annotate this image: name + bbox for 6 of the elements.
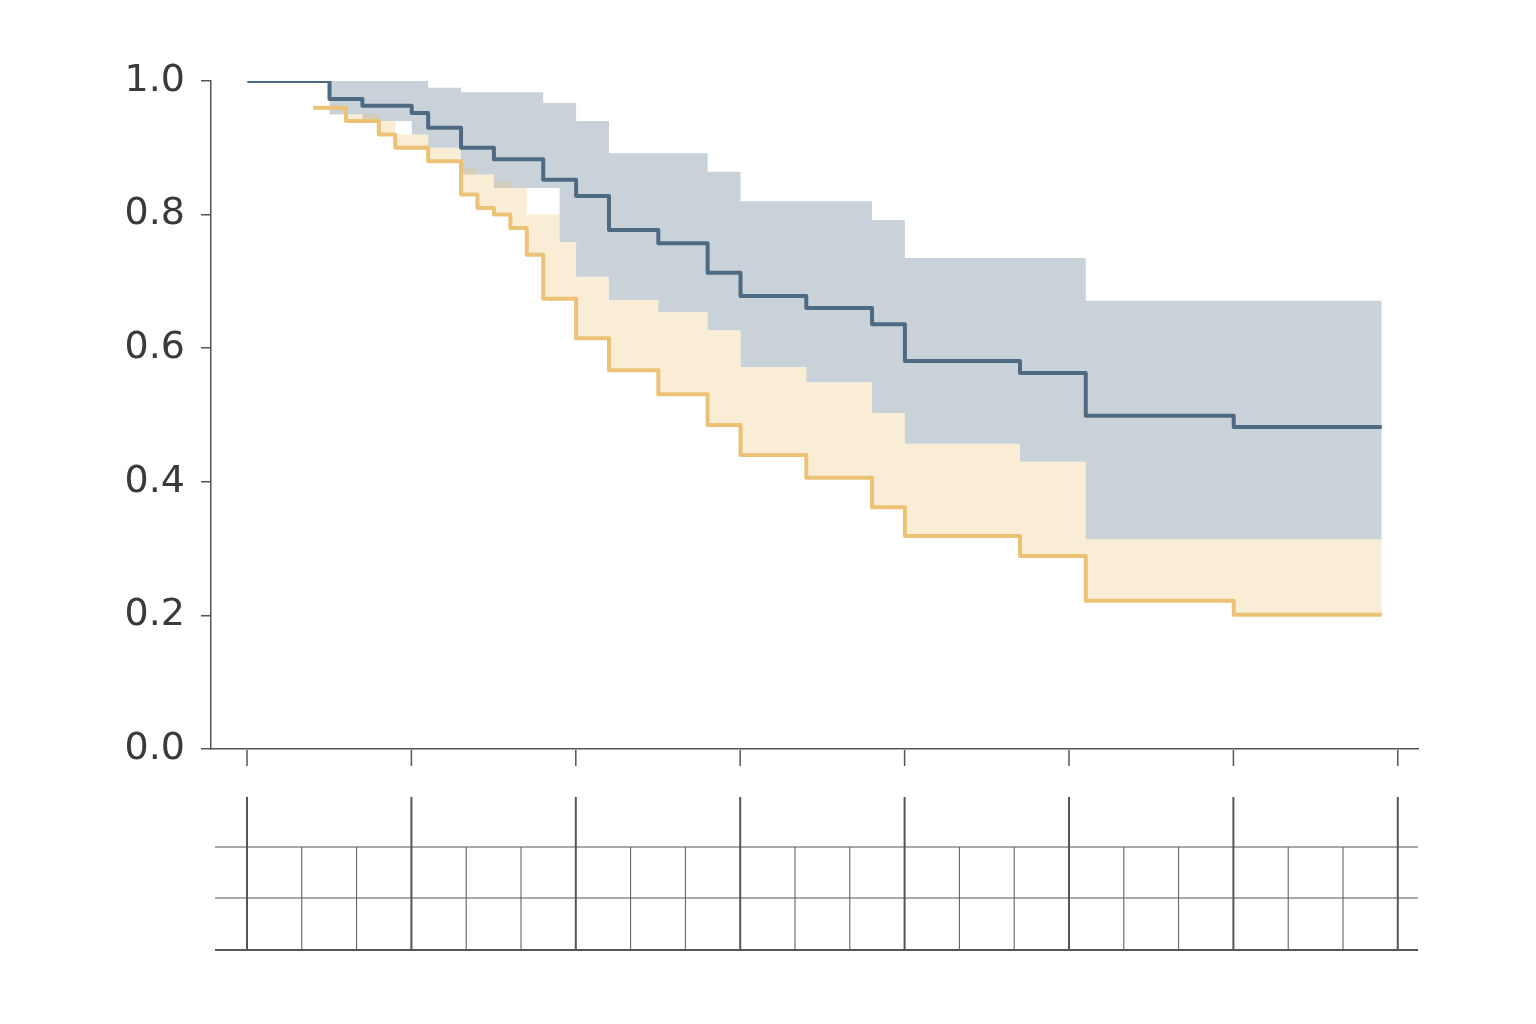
y-tick-label: 0.6 — [124, 323, 185, 368]
y-tick-label: 0.4 — [124, 456, 185, 501]
y-tick-label: 0.2 — [124, 590, 185, 635]
y-tick-label: 0.0 — [124, 723, 185, 768]
y-tick-label: 0.8 — [124, 189, 185, 234]
y-tick-label: 1.0 — [124, 55, 185, 100]
